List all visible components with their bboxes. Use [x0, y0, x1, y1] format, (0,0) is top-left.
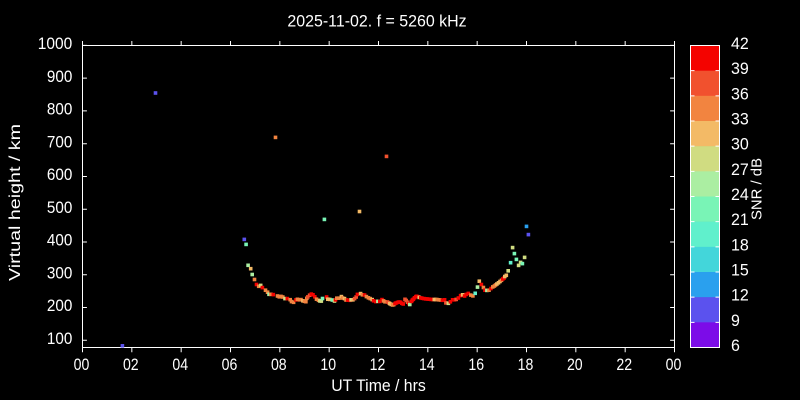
- svg-text:33: 33: [731, 110, 749, 129]
- svg-text:UT Time / hrs: UT Time / hrs: [331, 376, 426, 395]
- svg-text:00: 00: [666, 355, 682, 374]
- svg-text:SNR / dB: SNR / dB: [750, 158, 766, 220]
- svg-text:30: 30: [731, 135, 749, 154]
- svg-text:15: 15: [731, 261, 749, 280]
- svg-text:36: 36: [731, 84, 749, 103]
- svg-text:20: 20: [567, 355, 583, 374]
- svg-text:22: 22: [616, 355, 632, 374]
- svg-text:08: 08: [271, 355, 287, 374]
- svg-text:900: 900: [47, 67, 72, 86]
- svg-text:600: 600: [47, 165, 72, 184]
- svg-text:18: 18: [731, 235, 749, 254]
- svg-text:10: 10: [320, 355, 336, 374]
- svg-text:1000: 1000: [38, 34, 73, 53]
- svg-text:500: 500: [47, 198, 72, 217]
- svg-text:300: 300: [47, 263, 72, 282]
- svg-text:21: 21: [731, 210, 749, 229]
- svg-text:39: 39: [731, 59, 749, 78]
- svg-text:24: 24: [731, 185, 749, 204]
- svg-text:16: 16: [468, 355, 484, 374]
- svg-text:6: 6: [731, 336, 740, 355]
- svg-text:27: 27: [731, 160, 749, 179]
- svg-text:04: 04: [172, 355, 188, 374]
- svg-text:800: 800: [47, 100, 72, 119]
- svg-text:700: 700: [47, 132, 72, 151]
- svg-text:100: 100: [47, 329, 72, 348]
- svg-text:14: 14: [419, 355, 435, 374]
- svg-text:12: 12: [370, 355, 386, 374]
- svg-text:2025-11-02. f = 5260 kHz: 2025-11-02. f = 5260 kHz: [287, 11, 466, 30]
- svg-text:12: 12: [731, 286, 749, 305]
- svg-text:200: 200: [47, 296, 72, 315]
- svg-text:42: 42: [731, 34, 749, 53]
- svg-text:02: 02: [123, 355, 139, 374]
- svg-text:18: 18: [518, 355, 534, 374]
- svg-text:Virtual height / km: Virtual height / km: [7, 124, 24, 281]
- svg-text:00: 00: [74, 355, 90, 374]
- svg-text:400: 400: [47, 231, 72, 250]
- svg-text:06: 06: [222, 355, 238, 374]
- svg-text:9: 9: [731, 311, 740, 330]
